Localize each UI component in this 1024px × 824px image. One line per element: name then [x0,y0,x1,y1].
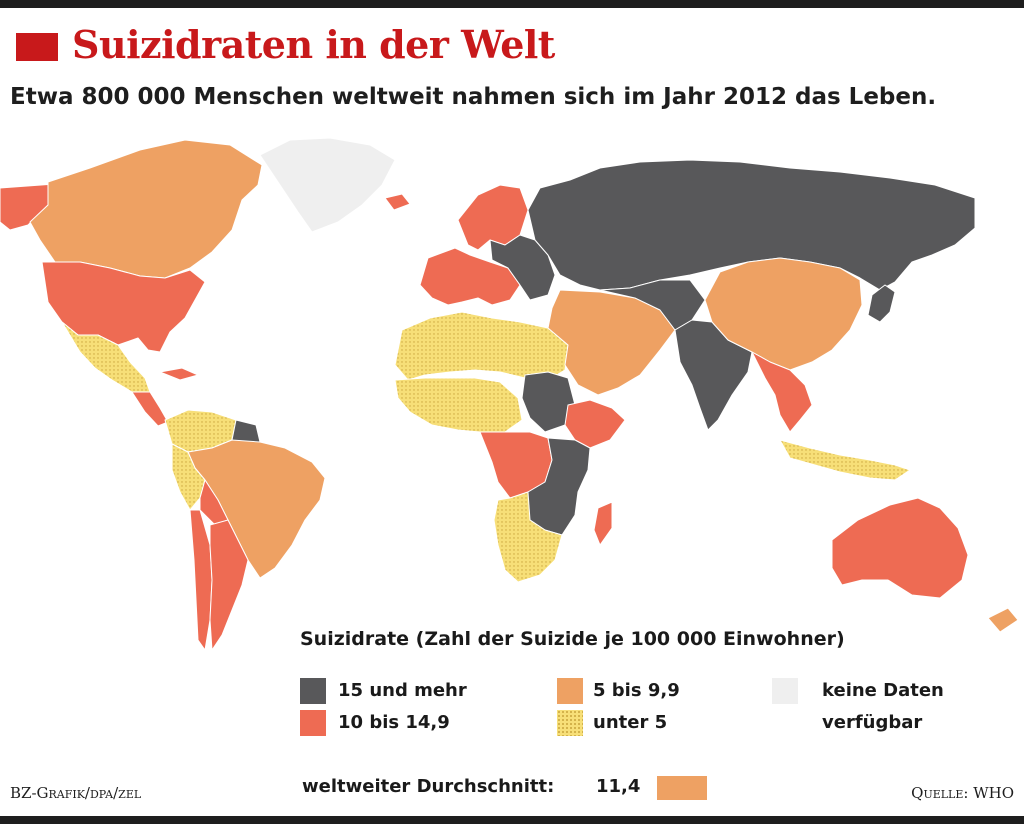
top-rule [0,0,1024,8]
region-korea-japan [867,284,896,323]
legend-label-unter-5: unter 5 [593,712,668,733]
legend-label-10-bis-14-9: 10 bis 14,9 [338,712,450,733]
region-southern-africa [493,491,563,583]
legend-swatch-keine-daten [772,678,798,704]
region-new-zealand [987,607,1019,633]
title-marker [16,33,58,61]
region-australia [831,497,969,599]
region-usa [41,261,206,353]
region-cuba [159,367,199,381]
legend-label-keine-daten: keine Daten [822,680,944,701]
region-west-africa [394,377,523,433]
legend-swatch-10-bis-14-9 [300,710,326,736]
region-greenland [259,137,396,233]
legend-label-5-bis-9-9: 5 bis 9,9 [593,680,680,701]
legend-title: Suizidrate (Zahl der Suizide je 100 000 … [300,628,845,650]
region-eastern-europe [489,234,556,301]
region-iceland [384,193,411,211]
region-central-america [131,391,169,427]
region-ethiopia [564,399,626,449]
region-canada [29,139,263,279]
chart-title: Suizidraten in der Welt [72,22,555,67]
chart-subtitle: Etwa 800 000 Menschen weltweit nahmen si… [10,84,937,110]
source-credit: Quelle: WHO [911,784,1014,802]
region-north-africa [394,311,569,381]
region-madagascar [593,501,613,546]
average-value: 11,4 [596,776,641,797]
region-southeast-asia [751,351,813,433]
region-china [704,257,863,371]
graphic-credit: BZ-Grafik/dpa/zel [10,784,142,802]
region-western-europe [419,247,521,306]
region-mexico [61,321,151,393]
region-central-asia [599,279,706,331]
legend-swatch-5-bis-9-9 [557,678,583,704]
legend-label-15-und-mehr: 15 und mehr [338,680,467,701]
bottom-rule [0,816,1024,824]
average-swatch [657,776,707,800]
legend-swatch-15-und-mehr [300,678,326,704]
region-argentina [209,519,249,651]
legend-swatch-unter-5 [557,710,583,736]
region-indonesia [779,439,911,481]
region-chile [189,509,213,651]
average-label: weltweiter Durchschnitt: [302,776,555,797]
legend-label-verfuegbar: verfügbar [822,712,923,733]
